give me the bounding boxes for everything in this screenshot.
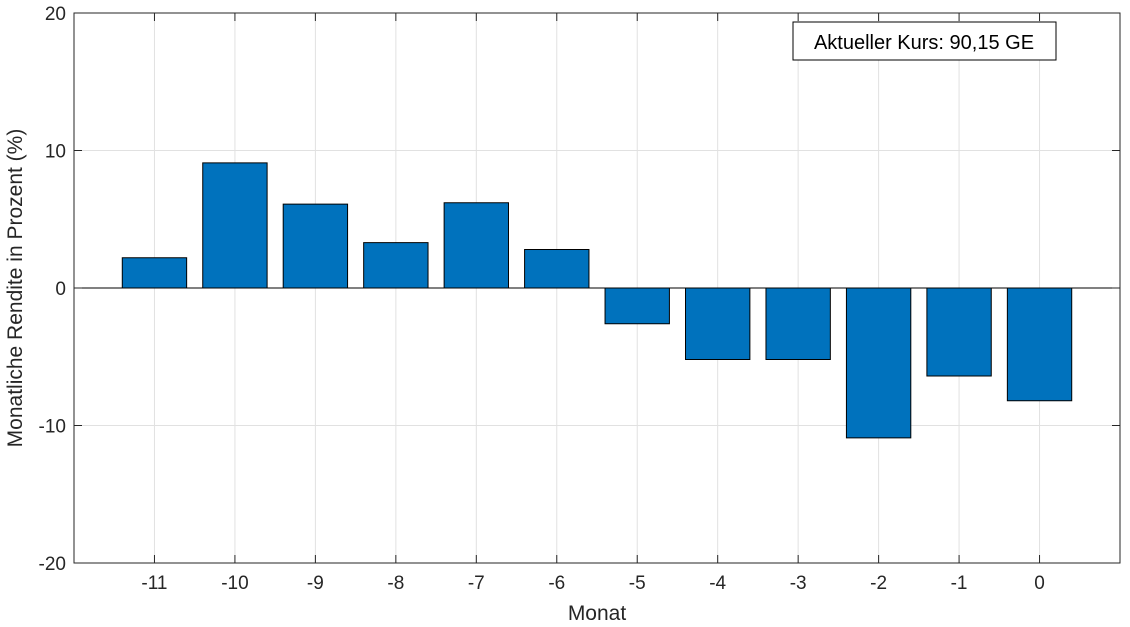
bar--10 bbox=[202, 162, 268, 289]
bars bbox=[121, 162, 1073, 439]
bar--9 bbox=[282, 203, 349, 289]
y-axis-label: Monatliche Rendite in Prozent (%) bbox=[4, 129, 27, 448]
y-tick-label: -10 bbox=[39, 417, 66, 438]
annotation-text: Aktueller Kurs: 90,15 GE bbox=[814, 32, 1034, 54]
x-tick-label: -7 bbox=[468, 573, 485, 594]
y-tick-label: -20 bbox=[39, 554, 66, 575]
x-tick-label: -6 bbox=[548, 573, 565, 594]
x-tick-label: -2 bbox=[870, 573, 887, 594]
bar--7 bbox=[443, 202, 509, 289]
x-tick-label: -9 bbox=[307, 573, 324, 594]
x-tick-label: -1 bbox=[951, 573, 968, 594]
y-tick-labels: -20 -10 0 10 20 bbox=[39, 4, 66, 575]
x-tick-label: -5 bbox=[629, 573, 646, 594]
x-tick-label: -10 bbox=[221, 573, 248, 594]
bar--3 bbox=[765, 287, 831, 360]
bar--11 bbox=[121, 257, 188, 289]
tick-marks bbox=[74, 12, 1120, 564]
x-tick-label: -8 bbox=[387, 573, 404, 594]
bar--1 bbox=[926, 287, 992, 377]
x-tick-label: -4 bbox=[709, 573, 726, 594]
x-tick-labels: -11 -10 -9 -8 -7 -6 -5 -4 -3 -2 -1 0 bbox=[141, 573, 1044, 594]
x-tick-label: 0 bbox=[1034, 573, 1045, 594]
y-tick-label: 10 bbox=[45, 142, 66, 163]
y-tick-label: 0 bbox=[55, 279, 66, 300]
annotation-box: Aktueller Kurs: 90,15 GE bbox=[792, 21, 1057, 61]
bar--8 bbox=[363, 242, 429, 289]
bar-0 bbox=[1006, 287, 1073, 402]
bar--2 bbox=[845, 287, 912, 439]
bar--6 bbox=[524, 249, 590, 289]
bar--5 bbox=[604, 287, 670, 325]
x-axis-label: Monat bbox=[568, 602, 627, 625]
x-tick-label: -3 bbox=[790, 573, 807, 594]
y-tick-label: 20 bbox=[45, 4, 66, 25]
x-tick-label: -11 bbox=[141, 573, 167, 594]
bar--4 bbox=[685, 287, 751, 360]
